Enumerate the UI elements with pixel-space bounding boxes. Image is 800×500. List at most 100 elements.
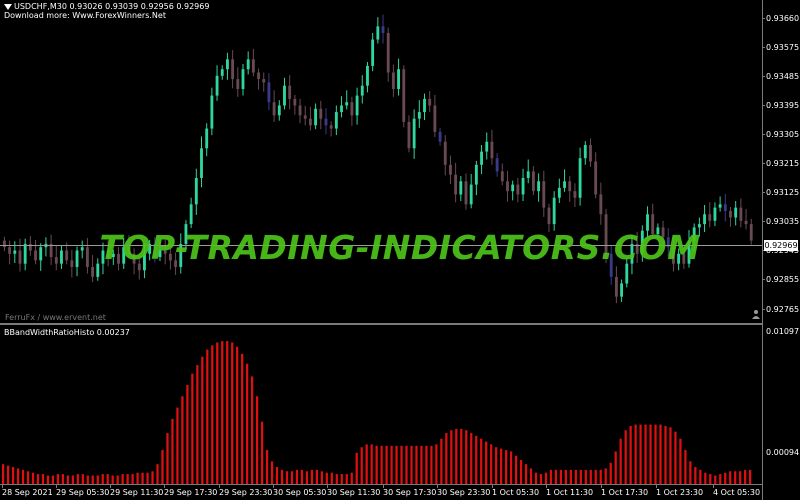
candle-body xyxy=(101,250,105,264)
price-tick-mark xyxy=(762,163,765,164)
time-axis-label: 28 Sep 2021 xyxy=(2,488,53,497)
histogram-bar xyxy=(56,474,60,484)
candle-body xyxy=(179,243,183,267)
histogram-bar xyxy=(440,438,443,484)
candle-body xyxy=(495,158,499,172)
price-tick-mark xyxy=(762,76,765,77)
histogram-bar xyxy=(136,472,139,484)
histogram-bar xyxy=(236,346,239,484)
candle-body xyxy=(277,105,281,116)
histogram-bar xyxy=(529,468,533,484)
histogram-bar xyxy=(704,472,707,484)
histogram-bar xyxy=(126,474,129,484)
time-axis-border xyxy=(0,484,800,485)
price-tick-label: 0.93485 xyxy=(766,72,800,81)
candle-body xyxy=(158,250,162,258)
histogram-bar xyxy=(669,427,672,484)
histogram-bar xyxy=(514,455,518,484)
candle-body xyxy=(391,72,395,89)
candle-body xyxy=(189,204,193,225)
histogram-bar xyxy=(295,469,299,484)
candle-body xyxy=(241,69,245,89)
candle-body xyxy=(257,72,260,80)
histogram-bar xyxy=(41,474,45,484)
candle-body xyxy=(526,171,530,178)
expert-person-icon[interactable] xyxy=(751,309,761,319)
histogram-bar xyxy=(275,467,279,484)
histogram-bar xyxy=(345,474,348,484)
histogram-bar xyxy=(330,472,333,484)
histogram-bar xyxy=(101,474,104,484)
bid-price-line xyxy=(0,245,762,246)
histogram-bar xyxy=(455,428,458,484)
price-tick-mark xyxy=(762,250,765,251)
candle-body xyxy=(168,253,172,261)
time-tick-mark xyxy=(437,485,438,488)
histogram-bar xyxy=(96,475,99,484)
candle-body xyxy=(474,164,478,185)
histogram-bar xyxy=(141,472,144,484)
price-tick-mark xyxy=(762,309,765,310)
histogram-bar xyxy=(320,471,323,484)
candle-body xyxy=(433,105,437,132)
candle-body xyxy=(153,243,157,258)
candle-body xyxy=(687,240,691,264)
histogram-bar xyxy=(300,469,304,484)
histogram-bar xyxy=(485,441,488,484)
histogram-bar xyxy=(599,469,602,484)
candle-body xyxy=(500,171,504,182)
candle-body xyxy=(111,253,115,258)
histogram-bar xyxy=(709,474,712,484)
indicator-pane[interactable] xyxy=(0,326,762,484)
histogram-bar xyxy=(176,407,179,484)
candle-body xyxy=(194,177,198,205)
histogram-bar xyxy=(36,474,40,484)
histogram-bar xyxy=(689,461,692,484)
candle-body xyxy=(262,79,266,83)
candle-body xyxy=(516,184,520,195)
candle-body xyxy=(697,224,701,228)
histogram-bar xyxy=(385,445,388,484)
price-tick-label: 0.92855 xyxy=(766,275,800,284)
histogram-bar xyxy=(450,430,453,484)
histogram-bar xyxy=(380,445,383,484)
price-chart-pane[interactable] xyxy=(0,0,762,323)
time-tick-mark xyxy=(2,485,3,488)
histogram-bar xyxy=(395,445,398,484)
histogram-bar xyxy=(116,475,119,484)
histogram-bar xyxy=(66,475,69,484)
histogram-bar xyxy=(111,475,114,484)
histogram-bar xyxy=(81,474,84,484)
candle-body xyxy=(54,257,58,264)
histogram-bar xyxy=(91,475,94,484)
indicator-label: BBandWidthRatioHisto 0.00237 xyxy=(4,328,130,337)
histogram-bar xyxy=(460,428,463,484)
candle-body xyxy=(246,59,250,70)
histogram-bar xyxy=(305,471,309,484)
price-tick-mark xyxy=(762,18,765,19)
candle-body xyxy=(640,230,644,254)
candle-body xyxy=(397,69,401,89)
candle-body xyxy=(34,250,37,261)
candle-body xyxy=(28,243,32,251)
candle-body xyxy=(423,98,426,113)
candle-body xyxy=(703,214,706,225)
histogram-bar xyxy=(679,438,682,484)
price-tick-label: 0.92765 xyxy=(766,305,800,314)
candle-body xyxy=(521,177,525,195)
candle-body xyxy=(293,98,297,106)
pane-divider[interactable] xyxy=(0,323,800,325)
candle-body xyxy=(739,207,743,221)
time-tick-mark xyxy=(601,485,602,488)
histogram-bar xyxy=(390,445,393,484)
histogram-bar xyxy=(156,464,159,484)
histogram-bar xyxy=(365,444,368,484)
time-tick-mark xyxy=(219,485,220,488)
time-axis-label: 30 Sep 11:30 xyxy=(327,488,381,497)
indicator-tick-label: 0.00094 xyxy=(766,448,800,457)
candle-body xyxy=(417,112,421,119)
candle-body xyxy=(376,26,380,40)
histogram-bar xyxy=(16,468,20,484)
histogram-bar xyxy=(465,430,468,484)
histogram-bar xyxy=(6,465,10,484)
